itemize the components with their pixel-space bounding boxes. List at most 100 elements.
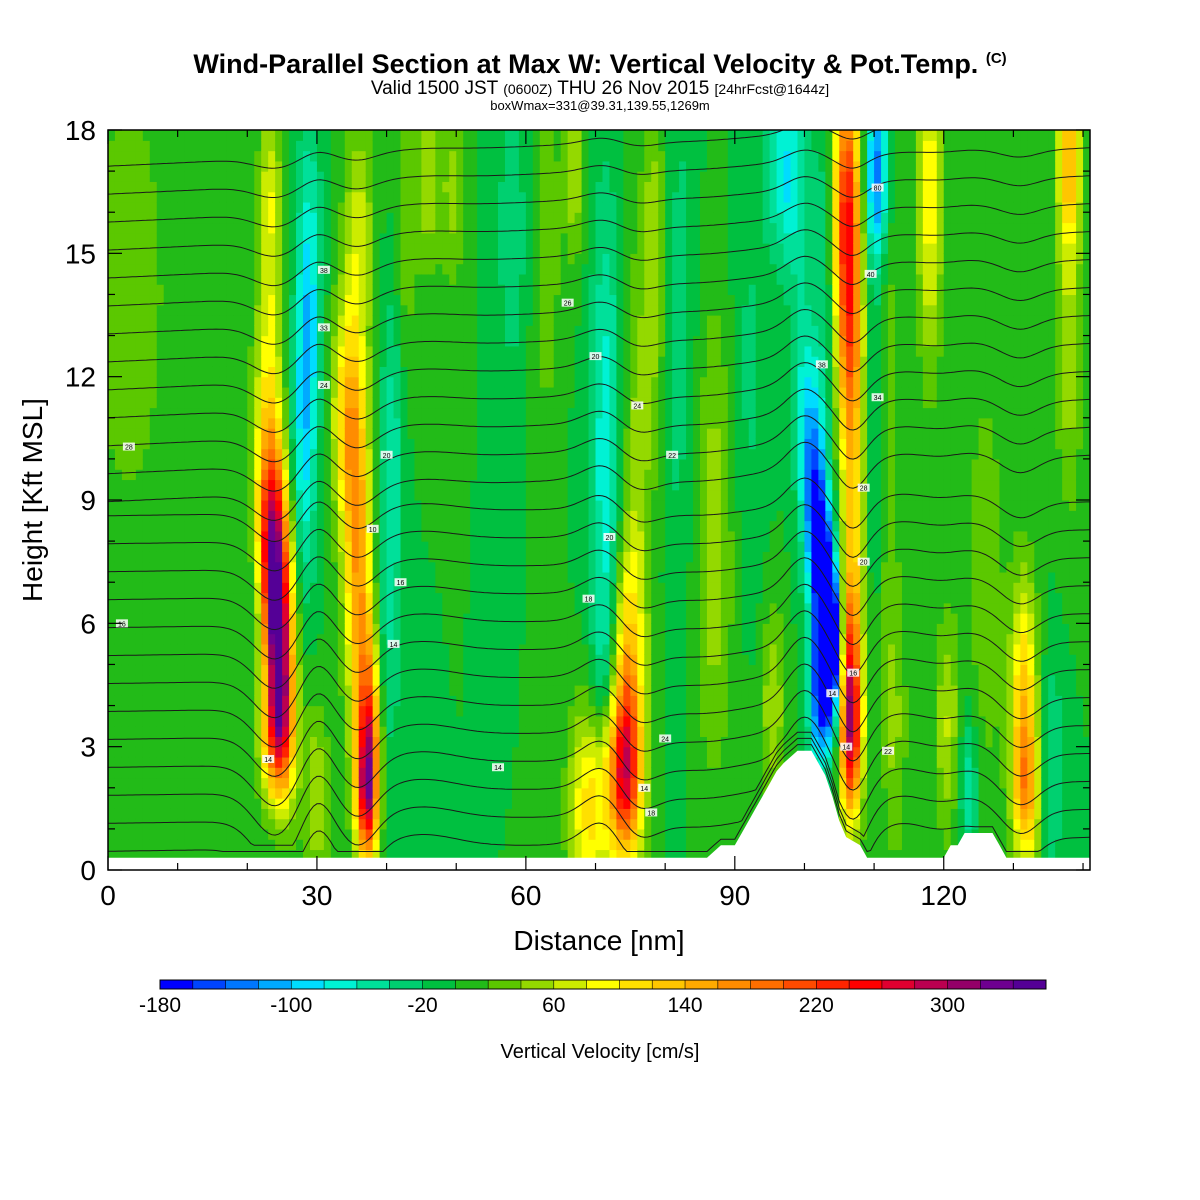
w-cell — [330, 263, 339, 275]
w-cell — [351, 530, 360, 542]
w-cell — [309, 438, 318, 450]
w-cell — [414, 448, 422, 460]
w-cell — [442, 356, 450, 367]
w-cell — [121, 777, 130, 789]
w-cell — [289, 787, 297, 799]
w-cell — [233, 849, 241, 861]
w-cell — [379, 263, 388, 275]
w-cell — [358, 849, 367, 861]
w-cell — [358, 489, 367, 501]
w-cell — [498, 222, 506, 234]
w-cell — [365, 798, 374, 809]
w-cell — [518, 664, 527, 676]
w-cell — [477, 571, 485, 583]
w-cell — [247, 520, 255, 532]
w-cell — [156, 489, 165, 501]
w-cell — [525, 325, 534, 337]
w-cell — [553, 582, 562, 594]
w-cell — [337, 397, 346, 409]
w-cell — [456, 592, 464, 604]
w-cell — [296, 489, 304, 501]
w-cell — [435, 489, 443, 501]
w-cell — [316, 623, 325, 635]
w-cell — [470, 623, 478, 635]
w-cell — [414, 633, 422, 645]
w-cell — [435, 130, 443, 141]
w-cell — [491, 243, 499, 254]
w-cell — [518, 633, 527, 645]
w-cell — [337, 345, 346, 357]
w-cell — [323, 551, 332, 563]
w-cell — [435, 232, 443, 244]
w-cell — [553, 181, 562, 193]
w-cell — [191, 181, 200, 193]
w-cell — [163, 818, 172, 830]
w-cell — [282, 602, 290, 614]
w-cell — [135, 623, 144, 635]
w-cell — [365, 849, 374, 861]
w-cell — [149, 798, 158, 809]
w-cell — [358, 458, 367, 470]
w-cell — [456, 674, 464, 686]
w-cell — [365, 448, 374, 460]
w-cell — [463, 777, 471, 789]
w-cell — [504, 633, 513, 645]
w-cell — [275, 510, 283, 522]
w-cell — [240, 315, 248, 326]
w-cell — [330, 284, 339, 296]
w-cell — [268, 510, 276, 522]
w-cell — [358, 243, 367, 254]
w-cell — [539, 808, 548, 820]
w-cell — [351, 510, 360, 522]
w-cell — [309, 530, 318, 542]
w-cell — [247, 613, 255, 624]
w-cell — [477, 315, 485, 326]
w-cell — [268, 520, 276, 532]
w-cell — [142, 140, 151, 152]
w-cell — [581, 633, 590, 645]
w-cell — [114, 181, 123, 193]
w-cell — [386, 592, 395, 604]
w-cell — [128, 263, 137, 275]
w-cell — [504, 520, 513, 532]
w-cell — [309, 150, 318, 162]
w-cell — [358, 777, 367, 789]
w-cell — [191, 520, 200, 532]
w-cell — [275, 654, 283, 666]
w-cell — [135, 130, 144, 141]
w-cell — [226, 602, 234, 614]
w-cell — [149, 397, 158, 409]
w-cell — [226, 130, 234, 141]
w-cell — [393, 777, 402, 789]
w-cell — [449, 171, 457, 182]
w-cell — [212, 571, 221, 583]
w-cell — [470, 777, 478, 789]
w-cell — [247, 541, 255, 552]
w-cell — [205, 458, 214, 470]
w-cell — [149, 746, 158, 758]
w-cell — [358, 201, 367, 213]
w-cell — [386, 263, 395, 275]
w-cell — [484, 500, 492, 511]
w-cell — [296, 777, 304, 789]
w-cell — [428, 541, 436, 552]
w-cell — [177, 386, 186, 398]
w-cell — [108, 263, 116, 275]
w-cell — [128, 448, 137, 460]
w-cell — [289, 304, 297, 316]
w-cell — [546, 849, 555, 861]
w-cell — [379, 489, 388, 501]
w-cell — [532, 171, 541, 182]
w-cell — [386, 674, 395, 686]
w-cell — [142, 232, 151, 244]
w-cell — [135, 273, 144, 285]
w-cell — [205, 746, 214, 758]
w-cell — [421, 386, 429, 398]
w-cell — [407, 736, 416, 748]
w-cell — [379, 335, 388, 347]
w-cell — [247, 345, 255, 357]
w-cell — [149, 356, 158, 367]
w-cell — [351, 130, 360, 141]
w-cell — [581, 448, 590, 460]
w-cell — [268, 263, 276, 275]
